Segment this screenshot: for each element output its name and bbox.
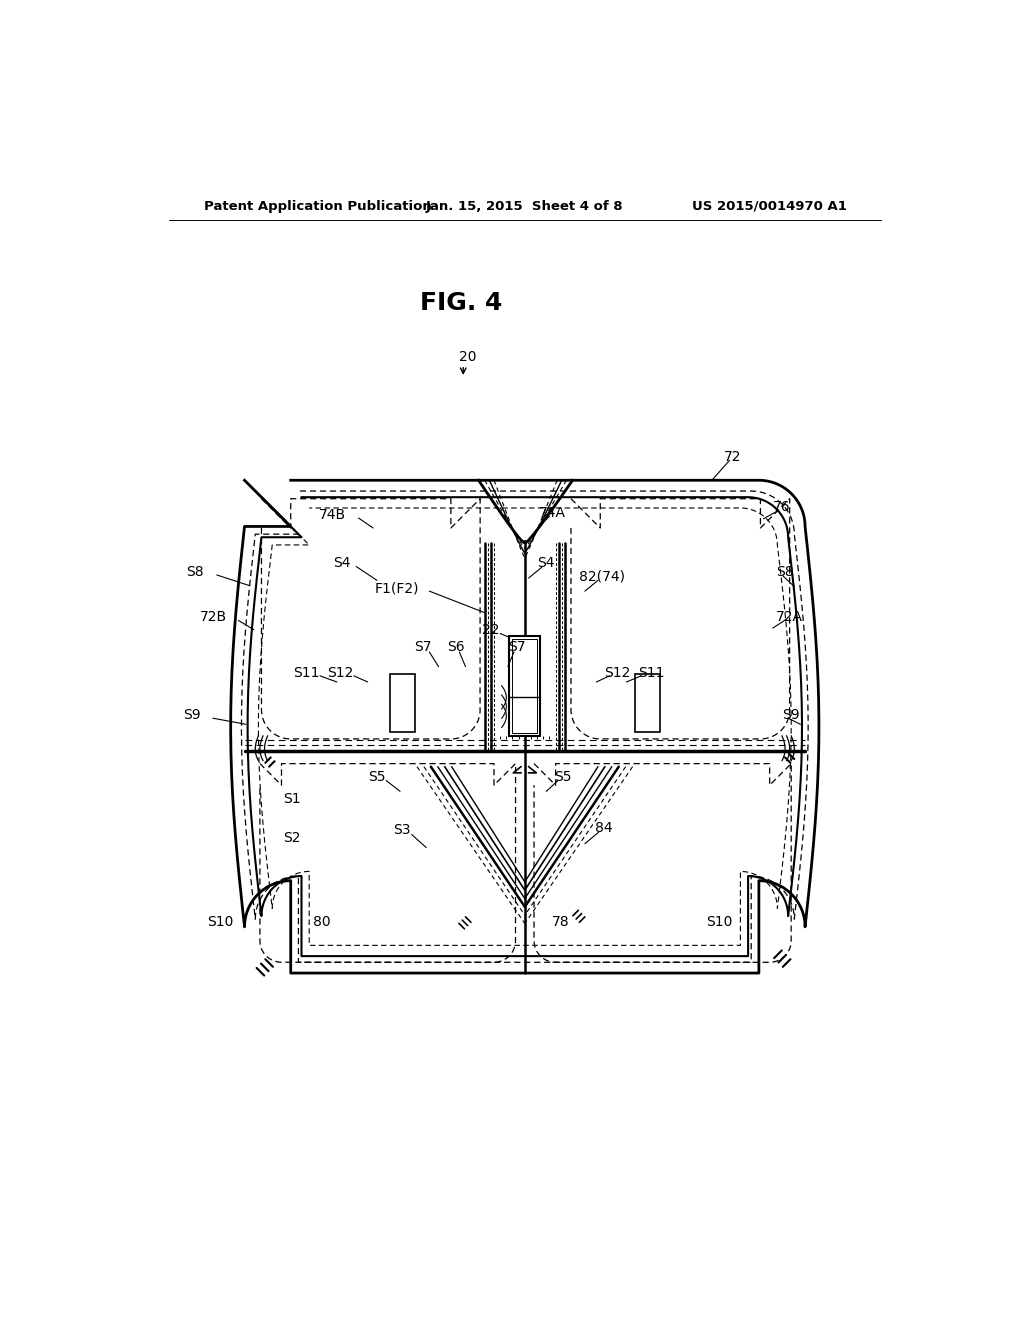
Text: S12: S12 bbox=[328, 665, 354, 680]
Text: 80: 80 bbox=[312, 915, 331, 929]
Text: S4: S4 bbox=[333, 557, 350, 570]
Text: US 2015/0014970 A1: US 2015/0014970 A1 bbox=[692, 199, 847, 213]
Text: 82(74): 82(74) bbox=[579, 569, 625, 583]
Text: S8: S8 bbox=[776, 565, 794, 579]
Text: 22: 22 bbox=[482, 623, 500, 636]
Text: 78: 78 bbox=[552, 915, 569, 929]
Text: S1: S1 bbox=[284, 792, 301, 807]
Text: S11: S11 bbox=[293, 665, 319, 680]
Text: S4: S4 bbox=[538, 557, 555, 570]
Text: 72B: 72B bbox=[200, 610, 226, 624]
Text: S6: S6 bbox=[446, 640, 464, 655]
Text: 74A: 74A bbox=[539, 506, 566, 520]
Text: S12: S12 bbox=[604, 665, 631, 680]
Text: FIG. 4: FIG. 4 bbox=[421, 292, 503, 315]
Bar bbox=[509, 636, 541, 737]
Text: S2: S2 bbox=[284, 830, 301, 845]
Text: S7: S7 bbox=[415, 640, 432, 655]
Text: 76: 76 bbox=[772, 500, 791, 515]
Text: S5: S5 bbox=[369, 770, 386, 784]
Text: 72: 72 bbox=[724, 450, 741, 465]
Text: S9: S9 bbox=[183, 708, 201, 722]
Bar bbox=[635, 675, 659, 733]
Text: 84: 84 bbox=[595, 821, 612, 834]
Text: S8: S8 bbox=[186, 565, 204, 579]
Text: S7: S7 bbox=[508, 640, 526, 655]
Text: 72A: 72A bbox=[775, 610, 803, 623]
Text: S10: S10 bbox=[706, 915, 732, 929]
Text: S9: S9 bbox=[782, 708, 800, 722]
Text: S10: S10 bbox=[207, 915, 233, 929]
Text: S3: S3 bbox=[393, 822, 411, 837]
Text: Patent Application Publication: Patent Application Publication bbox=[204, 199, 431, 213]
Text: 74B: 74B bbox=[318, 508, 346, 521]
Text: S11: S11 bbox=[639, 665, 666, 680]
Bar bbox=[512, 639, 538, 733]
Text: 20: 20 bbox=[459, 350, 476, 364]
Text: Jan. 15, 2015  Sheet 4 of 8: Jan. 15, 2015 Sheet 4 of 8 bbox=[426, 199, 624, 213]
Text: S5: S5 bbox=[555, 770, 572, 784]
Bar bbox=[390, 675, 415, 733]
Text: F1(F2): F1(F2) bbox=[375, 581, 419, 595]
